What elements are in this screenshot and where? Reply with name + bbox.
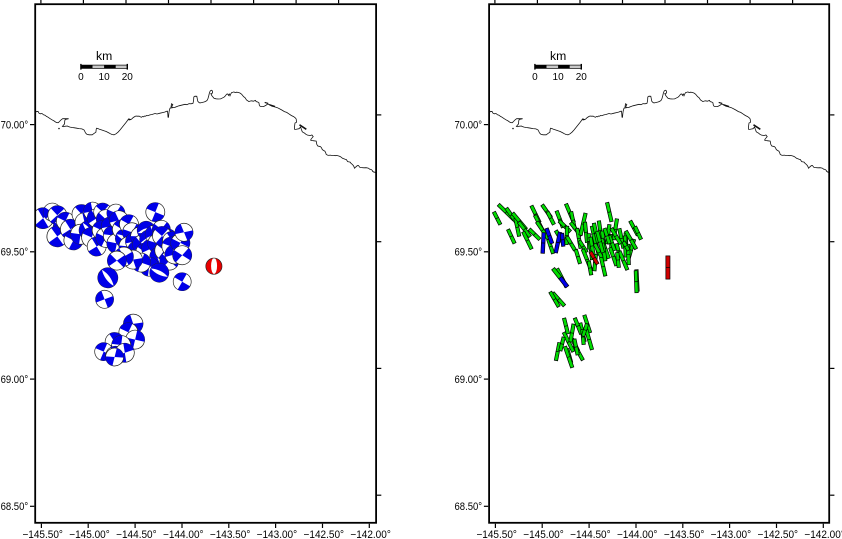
svg-text:−145.50°: −145.50°: [22, 529, 63, 539]
svg-text:69.00°: 69.00°: [1, 374, 29, 386]
svg-text:−145.00°: −145.00°: [523, 529, 564, 539]
svg-text:−144.50°: −144.50°: [570, 529, 611, 539]
svg-text:−143.00°: −143.00°: [257, 529, 298, 539]
svg-text:0: 0: [532, 72, 538, 83]
svg-text:20: 20: [576, 72, 588, 83]
svg-text:−143.50°: −143.50°: [664, 529, 705, 539]
svg-text:20: 20: [122, 72, 134, 83]
svg-text:−143.50°: −143.50°: [210, 529, 251, 539]
svg-text:km: km: [96, 49, 112, 63]
svg-text:−144.50°: −144.50°: [116, 529, 157, 539]
svg-text:10: 10: [99, 72, 111, 83]
svg-text:−142.00°: −142.00°: [350, 529, 391, 539]
svg-text:−142.50°: −142.50°: [758, 529, 799, 539]
svg-text:0: 0: [78, 72, 84, 83]
svg-text:−143.00°: −143.00°: [711, 529, 752, 539]
svg-text:−144.00°: −144.00°: [163, 529, 204, 539]
svg-text:70.00°: 70.00°: [455, 120, 483, 132]
svg-text:10: 10: [553, 72, 565, 83]
svg-text:69.00°: 69.00°: [455, 374, 483, 386]
svg-text:−144.00°: −144.00°: [617, 529, 658, 539]
svg-text:68.50°: 68.50°: [455, 501, 483, 513]
svg-text:68.50°: 68.50°: [1, 501, 29, 513]
svg-text:−142.50°: −142.50°: [304, 529, 345, 539]
svg-text:km: km: [550, 49, 566, 63]
svg-text:−142.00°: −142.00°: [804, 529, 842, 539]
svg-text:−145.00°: −145.00°: [69, 529, 110, 539]
svg-text:70.00°: 70.00°: [1, 120, 29, 132]
svg-text:−145.50°: −145.50°: [476, 529, 517, 539]
svg-text:69.50°: 69.50°: [455, 247, 483, 259]
svg-text:69.50°: 69.50°: [1, 247, 29, 259]
